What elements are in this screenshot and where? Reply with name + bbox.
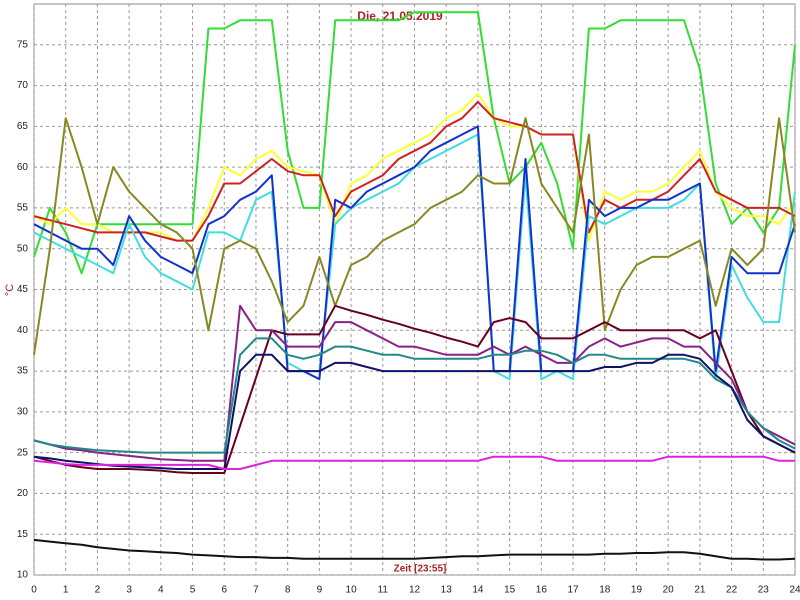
x-axis-label: Zeit [23:55] — [394, 564, 447, 575]
series-line — [33, 125, 796, 381]
x-tick-label: 12 — [409, 585, 421, 596]
series-line — [33, 538, 796, 561]
y-tick-label: 60 — [17, 162, 29, 173]
y-tick-label: 70 — [17, 80, 29, 91]
y-tick-label: 50 — [17, 243, 29, 254]
x-tick-label: 13 — [441, 585, 453, 596]
x-tick-label: 5 — [190, 585, 196, 596]
series-line — [33, 337, 796, 454]
y-tick-label: 30 — [17, 406, 29, 417]
x-tick-label: 1 — [63, 585, 69, 596]
y-tick-label: 20 — [17, 488, 29, 499]
x-tick-label: 7 — [253, 585, 259, 596]
x-tick-label: 14 — [472, 585, 484, 596]
series-line — [33, 100, 796, 242]
y-tick-label: 15 — [17, 529, 29, 540]
x-tick-label: 23 — [758, 585, 770, 596]
x-tick-label: 21 — [694, 585, 706, 596]
y-tick-label: 75 — [17, 39, 29, 50]
y-tick-label: 45 — [17, 284, 29, 295]
series-line — [33, 92, 796, 242]
x-tick-label: 10 — [346, 585, 358, 596]
x-tick-label: 3 — [126, 585, 132, 596]
x-tick-label: 15 — [504, 585, 516, 596]
y-axis-label: °C — [4, 284, 16, 296]
y-tick-label: 10 — [17, 570, 29, 581]
series-line — [33, 353, 796, 470]
y-tick-label: 35 — [17, 366, 29, 377]
x-tick-label: 9 — [317, 585, 323, 596]
x-tick-label: 8 — [285, 585, 291, 596]
x-tick-label: 24 — [789, 585, 800, 596]
series-line — [33, 304, 796, 462]
y-tick-label: 65 — [17, 121, 29, 132]
series-line — [33, 304, 796, 474]
x-tick-label: 17 — [567, 585, 579, 596]
series-line — [33, 117, 796, 355]
x-tick-label: 6 — [221, 585, 227, 596]
x-tick-label: 20 — [663, 585, 675, 596]
y-tick-label: 55 — [17, 203, 29, 214]
y-tick-label: 40 — [17, 325, 29, 336]
x-tick-label: 19 — [631, 585, 643, 596]
x-tick-label: 2 — [95, 585, 101, 596]
x-tick-label: 22 — [726, 585, 738, 596]
y-tick-label: 25 — [17, 447, 29, 458]
x-tick-label: 16 — [536, 585, 548, 596]
x-tick-label: 11 — [378, 585, 389, 596]
series-line — [33, 455, 795, 470]
x-tick-label: 4 — [158, 585, 164, 596]
x-tick-label: 18 — [599, 585, 611, 596]
x-tick-label: 0 — [31, 585, 37, 596]
